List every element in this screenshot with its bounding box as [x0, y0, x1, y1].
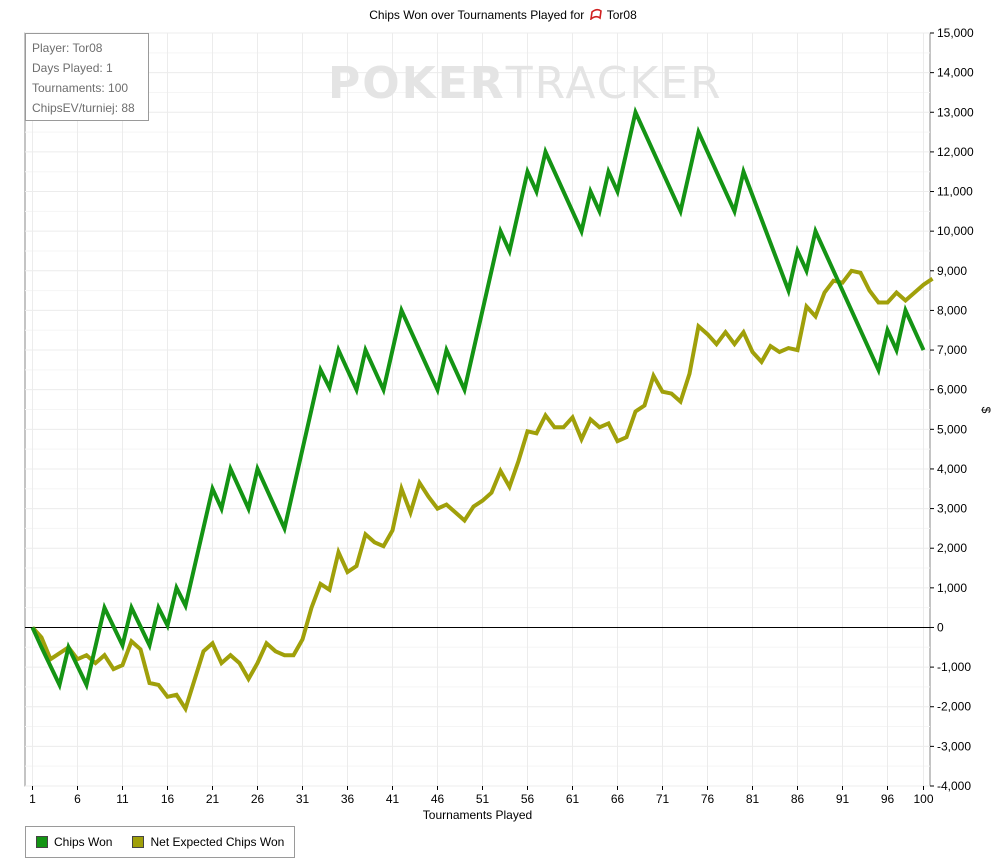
- y-tick-label: 6,000: [937, 383, 967, 397]
- y-tick-label: 4,000: [937, 462, 967, 476]
- legend-label-chips-won: Chips Won: [54, 835, 113, 849]
- x-tick-label: 6: [74, 792, 81, 806]
- x-tick-label: 26: [251, 792, 265, 806]
- legend: Chips Won Net Expected Chips Won: [25, 826, 295, 858]
- y-tick-label: 3,000: [937, 502, 967, 516]
- legend-item-net-expected[interactable]: Net Expected Chips Won: [132, 835, 284, 849]
- pokertracker-watermark: POKERTRACKER: [328, 58, 723, 109]
- y-tick-label: 15,000: [937, 26, 974, 40]
- y-tick-label: -1,000: [937, 660, 971, 674]
- legend-swatch-net-expected: [132, 836, 145, 848]
- x-tick-label: 21: [206, 792, 220, 806]
- x-tick-label: 71: [656, 792, 670, 806]
- x-tick-label: 66: [611, 792, 625, 806]
- series-line-chips-won: [30, 106, 926, 691]
- x-tick-label: 86: [791, 792, 805, 806]
- info-days-played: Days Played: 1: [32, 61, 113, 75]
- chart-title-text: Chips Won over Tournaments Played for: [369, 8, 585, 22]
- info-tournaments: Tournaments: 100: [32, 81, 129, 95]
- series-line-net-expected: [31, 268, 934, 714]
- y-tick-label: 7,000: [937, 343, 967, 357]
- y-axis-label: $: [979, 407, 993, 414]
- x-tick-label: 16: [161, 792, 175, 806]
- y-tick-label: 8,000: [937, 303, 967, 317]
- y-tick-label: 9,000: [937, 264, 967, 278]
- x-tick-label: 36: [341, 792, 355, 806]
- info-player: Player: Tor08: [32, 41, 103, 55]
- chart-title: Chips Won over Tournaments Played for To…: [0, 8, 1006, 22]
- player-info-box: Player: Tor08 Days Played: 1 Tournaments…: [25, 33, 149, 121]
- y-tick-label: 14,000: [937, 66, 974, 80]
- y-tick-label: 1,000: [937, 581, 967, 595]
- y-tick-label: 12,000: [937, 145, 974, 159]
- info-chipsev: ChipsEV/turniej: 88: [32, 101, 135, 115]
- x-tick-label: 100: [913, 792, 933, 806]
- legend-item-chips-won[interactable]: Chips Won: [36, 835, 112, 849]
- player-logo-icon: [589, 8, 602, 20]
- x-tick-label: 91: [836, 792, 850, 806]
- x-tick-label: 31: [296, 792, 310, 806]
- y-tick-label: 11,000: [937, 185, 973, 199]
- chart-title-player: Tor08: [606, 8, 637, 22]
- x-axis-label: Tournaments Played: [422, 808, 533, 822]
- y-tick-label: -3,000: [937, 739, 971, 753]
- x-tick-label: 81: [746, 792, 760, 806]
- legend-swatch-chips-won: [36, 836, 48, 848]
- x-tick-label: 41: [386, 792, 400, 806]
- x-tick-label: 11: [116, 792, 129, 806]
- y-tick-label: -2,000: [937, 700, 971, 714]
- x-tick-label: 56: [521, 792, 535, 806]
- x-tick-label: 1: [29, 792, 36, 806]
- y-tick-label: 0: [937, 620, 944, 634]
- y-tick-label: 5,000: [937, 422, 967, 436]
- watermark-thin: TRACKER: [505, 58, 723, 109]
- x-tick-label: 46: [431, 792, 445, 806]
- y-tick-label: 2,000: [937, 541, 967, 555]
- watermark-bold: POKER: [328, 58, 506, 109]
- x-tick-label: 61: [566, 792, 580, 806]
- y-tick-label: 13,000: [937, 105, 974, 119]
- y-tick-label: -4,000: [937, 779, 971, 793]
- legend-label-net-expected: Net Expected Chips Won: [150, 835, 285, 849]
- x-tick-label: 76: [701, 792, 715, 806]
- y-tick-label: 10,000: [937, 224, 974, 238]
- x-tick-label: 51: [476, 792, 490, 806]
- x-tick-label: 96: [881, 792, 895, 806]
